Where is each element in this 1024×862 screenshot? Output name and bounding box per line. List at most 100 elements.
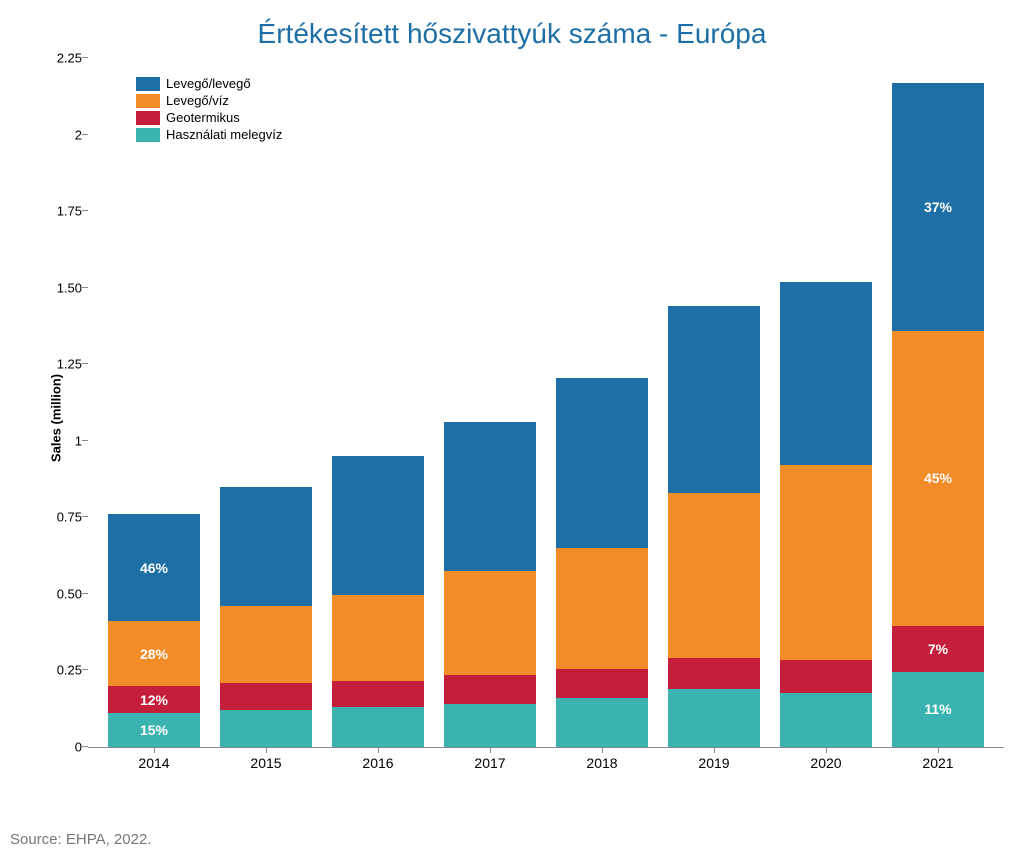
segment-percent-label: 7% [928,641,948,657]
y-tick-mark [82,210,88,211]
segment-percent-label: 12% [140,692,168,708]
legend-swatch [136,77,160,91]
y-tick-label: 1.50 [50,280,82,295]
y-tick-mark [82,593,88,594]
bar-segment [332,456,424,595]
legend-label: Levegő/levegő [166,76,251,91]
x-tick-mark [826,747,827,753]
bar-segment [220,710,312,747]
x-tick-mark [602,747,603,753]
bar-segment: 7% [892,626,984,672]
bar-segment [780,693,872,747]
segment-percent-label: 15% [140,722,168,738]
y-tick-label: 2.25 [50,51,82,66]
x-tick-label: 2014 [138,755,169,771]
bar-segment [220,606,312,683]
bar-segment [668,689,760,747]
bar-segment [780,282,872,466]
bar-segment [668,658,760,689]
x-tick-label: 2015 [250,755,281,771]
legend-item: Használati melegvíz [136,127,282,142]
y-tick-mark [82,287,88,288]
segment-percent-label: 46% [140,560,168,576]
bar-segment: 28% [108,621,200,685]
y-tick-mark [82,669,88,670]
legend-swatch [136,94,160,108]
x-tick-label: 2021 [922,755,953,771]
legend-item: Levegő/víz [136,93,282,108]
bar-column: 2019 [658,58,770,747]
legend-label: Levegő/víz [166,93,229,108]
plot-area: Levegő/levegő Levegő/víz Geotermikus Haszná… [88,58,1004,748]
y-tick-label: 1.75 [50,204,82,219]
x-tick-label: 2020 [810,755,841,771]
legend-label: Geotermikus [166,110,240,125]
legend-label: Használati melegvíz [166,127,282,142]
y-tick-mark [82,516,88,517]
bar-stack [668,306,760,747]
bar-column: 2020 [770,58,882,747]
bar-column: 15%12%28%46%2014 [98,58,210,747]
bar-segment [668,306,760,493]
x-tick-mark [154,747,155,753]
bar-segment [444,422,536,571]
y-tick-label: 0.50 [50,586,82,601]
legend: Levegő/levegő Levegő/víz Geotermikus Haszná… [128,68,290,150]
bar-segment [556,669,648,698]
bar-segment [444,675,536,704]
bar-segment [780,465,872,659]
bar-stack [220,487,312,747]
bar-segment [556,378,648,548]
y-tick-mark [82,363,88,364]
bar-column: 2017 [434,58,546,747]
x-tick-mark [378,747,379,753]
bar-segment [444,704,536,747]
bar-stack [780,282,872,747]
bar-segment [332,681,424,707]
y-tick-label: 0.75 [50,510,82,525]
bar-segment [332,707,424,747]
bar-segment: 12% [108,686,200,714]
legend-item: Geotermikus [136,110,282,125]
bar-column: 2015 [210,58,322,747]
x-tick-label: 2019 [698,755,729,771]
x-tick-mark [266,747,267,753]
source-text: Source: EHPA, 2022. [10,831,151,848]
x-tick-label: 2018 [586,755,617,771]
y-tick-label: 0.25 [50,663,82,678]
bars-container: 15%12%28%46%2014201520162017201820192020… [88,58,1004,747]
bar-segment [332,595,424,681]
chart-area: Sales (million) Levegő/levegőLevegő/vízG… [60,58,1004,778]
bar-stack [556,378,648,747]
bar-segment: 11% [892,672,984,747]
bar-segment: 15% [108,713,200,747]
chart-title: Értékesített hőszivattyúk száma - Európa [0,0,1024,58]
bar-segment: 45% [892,331,984,627]
bar-segment [444,571,536,675]
x-tick-label: 2016 [362,755,393,771]
y-tick-label: 2 [50,127,82,142]
segment-percent-label: 11% [924,701,951,717]
segment-percent-label: 45% [924,470,952,486]
bar-segment [556,698,648,747]
y-tick-label: 1.25 [50,357,82,372]
bar-column: 11%7%45%37%2021 [882,58,994,747]
bar-stack: 11% 7% 45% 37% [892,83,984,747]
y-tick-mark [82,134,88,135]
bar-segment [780,660,872,694]
y-tick-mark [82,440,88,441]
legend-item: Levegő/levegő [136,76,282,91]
segment-percent-label: 37% [924,199,952,215]
x-tick-label: 2017 [474,755,505,771]
bar-stack [444,422,536,747]
y-tick-label: 1 [50,433,82,448]
x-tick-mark [714,747,715,753]
bar-segment: 46% [108,514,200,621]
bar-segment: 37% [892,83,984,331]
legend-swatch [136,128,160,142]
bar-stack: 15% 12% 28% 46% [108,514,200,747]
x-tick-mark [938,747,939,753]
legend-swatch [136,111,160,125]
y-tick-label: 0 [50,740,82,755]
bar-segment [556,548,648,669]
